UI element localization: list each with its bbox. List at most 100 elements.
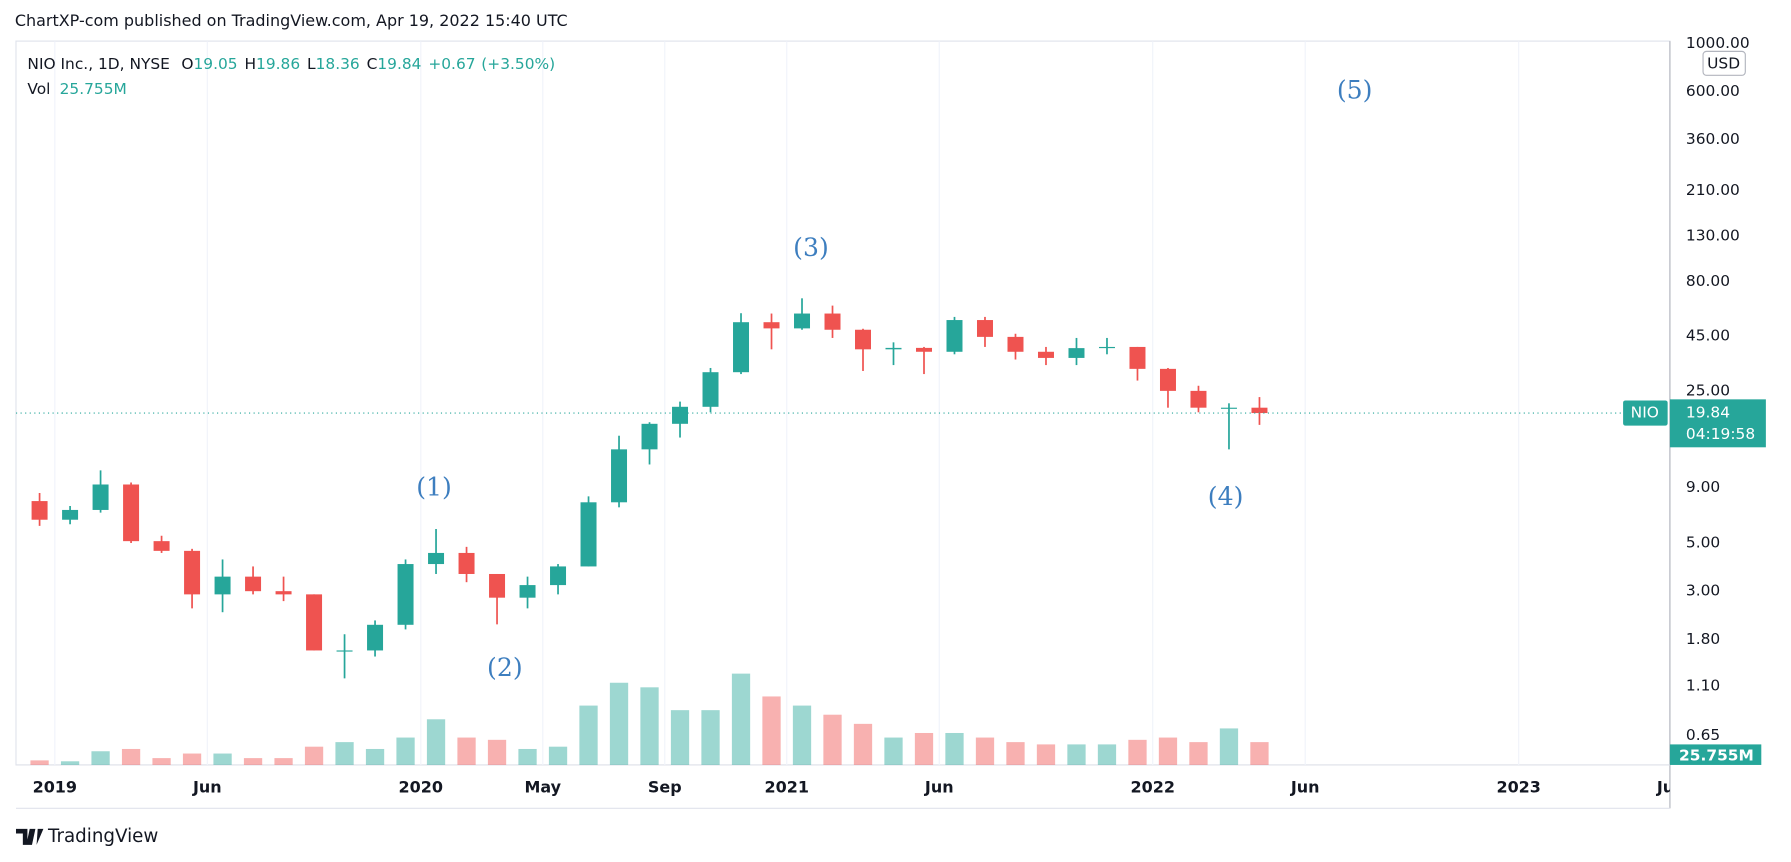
volume-bar [609, 682, 629, 765]
legend-key: H [244, 54, 256, 72]
wave-label: (4) [1208, 482, 1244, 511]
legend-key: C [367, 54, 378, 72]
legend-change-pct: (+3.50%) [481, 54, 555, 72]
volume-bar [274, 758, 293, 765]
legend-value: 19.86 [256, 54, 300, 72]
volume-bar [1158, 737, 1178, 765]
volume-bar [91, 751, 110, 765]
y-tick-label: 9.00 [1686, 478, 1720, 496]
y-tick-label: 210.00 [1686, 181, 1740, 199]
candle-body [489, 573, 506, 598]
candle-body [672, 406, 689, 424]
symbol-tag-text: NIO [1631, 404, 1659, 422]
volume-bar [1067, 744, 1086, 765]
candle-body [458, 552, 475, 574]
candle-body [31, 501, 48, 520]
legend-value: 18.36 [316, 54, 360, 72]
candle-body [62, 509, 79, 520]
legend-value: 19.84 [377, 54, 421, 72]
candle-body [1220, 407, 1237, 409]
candle-body [336, 650, 353, 652]
volume-bar [213, 753, 232, 765]
volume-bar [1006, 742, 1025, 765]
candle-body [733, 322, 750, 373]
volume-bar [60, 761, 80, 765]
candle-body [763, 322, 780, 329]
legend-key: L [307, 54, 316, 72]
volume-bar [762, 696, 781, 765]
volume-bar [701, 710, 720, 765]
y-tick-label: 3.00 [1686, 582, 1720, 600]
legend-line: NIO Inc., 1D, NYSE O19.05 H19.86 L18.36 C19.… [27, 54, 555, 72]
volume-bar [304, 746, 324, 765]
candle-body [1251, 407, 1268, 414]
candle-body [611, 449, 628, 503]
y-tick-label: 600.00 [1686, 82, 1740, 100]
x-tick-label: 2023 [1496, 777, 1540, 796]
volume-bar [426, 719, 446, 765]
x-tick-label: Jun [192, 777, 222, 796]
volume-bar [365, 748, 385, 765]
volume-bar [884, 737, 903, 765]
volume-bar [1189, 742, 1208, 765]
candle-body [367, 624, 384, 651]
price-tag [1669, 399, 1766, 448]
candle-body [641, 423, 658, 450]
candle-body [397, 564, 414, 625]
wave-label: (3) [793, 233, 829, 262]
volume-bar [1128, 739, 1147, 765]
legend-symbol: NIO Inc., 1D, NYSE [27, 54, 170, 72]
candle-body [976, 320, 993, 337]
candle-body [1007, 336, 1024, 352]
y-tick-label: 1000.00 [1686, 34, 1750, 52]
logo [15, 828, 44, 845]
volume-bar [335, 742, 354, 765]
legend: NIO Inc., 1D, NYSE O19.05 H19.86 L18.36 C19.… [27, 54, 555, 97]
countdown: 04:19:58 [1686, 425, 1755, 443]
currency: USD [1707, 54, 1740, 72]
volume-bar [518, 748, 537, 765]
y-tick-label: 80.00 [1686, 272, 1730, 290]
candle-body [824, 313, 841, 330]
candle-body [794, 313, 811, 329]
x-tick-label: 2020 [399, 777, 443, 796]
volume-bar [243, 758, 263, 765]
candle-body [885, 347, 902, 350]
legend-volume-value: 25.755M [60, 80, 127, 98]
price-tag-text: 19.84 [1686, 404, 1730, 422]
candle-body [550, 566, 567, 586]
volume-bar [121, 748, 141, 765]
currency-box [1702, 50, 1746, 76]
wave-label: (1) [416, 473, 452, 502]
volume-bar [487, 739, 507, 765]
legend-key: O [181, 54, 193, 72]
legend-volume: Vol 25.755M [27, 80, 126, 98]
candle-body [1190, 390, 1207, 408]
candle-body [1159, 368, 1176, 391]
candle-body [1129, 346, 1146, 369]
volume-bar [792, 705, 812, 765]
plot-frame [15, 40, 1671, 766]
candle-body [306, 594, 323, 651]
volume-bar [853, 723, 873, 765]
footer-text: TradingView [47, 826, 158, 847]
volume-tag-text: 25.755M [1679, 746, 1754, 764]
y-tick-label: 5.00 [1686, 534, 1720, 552]
x-tick-label: Jun [924, 777, 954, 796]
wave-label: (5) [1337, 75, 1373, 104]
candle-body [428, 552, 445, 565]
volume-bar [945, 732, 964, 765]
candle-body [1068, 348, 1085, 358]
candle-body [245, 576, 262, 592]
candle-body [946, 320, 963, 352]
symbol-tag [1623, 400, 1668, 426]
x-tick-label: 2019 [33, 777, 77, 796]
volume-bar [1097, 744, 1117, 765]
volume-bar [30, 760, 49, 765]
y-tick-label: 45.00 [1686, 326, 1730, 344]
candle-body [123, 484, 140, 542]
y-tick-label: 130.00 [1686, 226, 1740, 244]
volume-bar [182, 753, 202, 765]
x-tick-label: 2022 [1130, 777, 1174, 796]
